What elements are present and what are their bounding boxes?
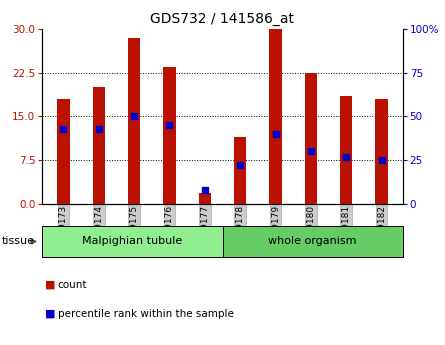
Text: whole organism: whole organism bbox=[268, 237, 357, 246]
Bar bbox=[163, 67, 176, 204]
Bar bbox=[128, 38, 140, 204]
Point bbox=[166, 122, 173, 128]
Text: tissue: tissue bbox=[2, 237, 35, 246]
Bar bbox=[305, 73, 317, 204]
Bar bbox=[269, 29, 282, 204]
Point bbox=[95, 126, 102, 131]
Text: Malpighian tubule: Malpighian tubule bbox=[82, 237, 182, 246]
Text: count: count bbox=[58, 280, 87, 289]
Point bbox=[237, 162, 244, 168]
Point bbox=[130, 114, 138, 119]
Point bbox=[343, 154, 350, 159]
Text: ■: ■ bbox=[44, 309, 55, 319]
Point bbox=[307, 148, 315, 154]
Bar bbox=[93, 87, 105, 204]
Bar bbox=[57, 99, 70, 204]
Point bbox=[272, 131, 279, 137]
Point bbox=[378, 157, 385, 163]
Point bbox=[201, 187, 208, 193]
Bar bbox=[234, 137, 247, 204]
Text: percentile rank within the sample: percentile rank within the sample bbox=[58, 309, 234, 319]
Bar bbox=[340, 96, 352, 204]
Point bbox=[60, 126, 67, 131]
Bar bbox=[222, 226, 403, 257]
Text: ■: ■ bbox=[44, 280, 55, 289]
Text: GDS732 / 141586_at: GDS732 / 141586_at bbox=[150, 12, 295, 26]
Bar bbox=[375, 99, 388, 204]
Bar bbox=[198, 193, 211, 204]
Bar bbox=[42, 226, 223, 257]
